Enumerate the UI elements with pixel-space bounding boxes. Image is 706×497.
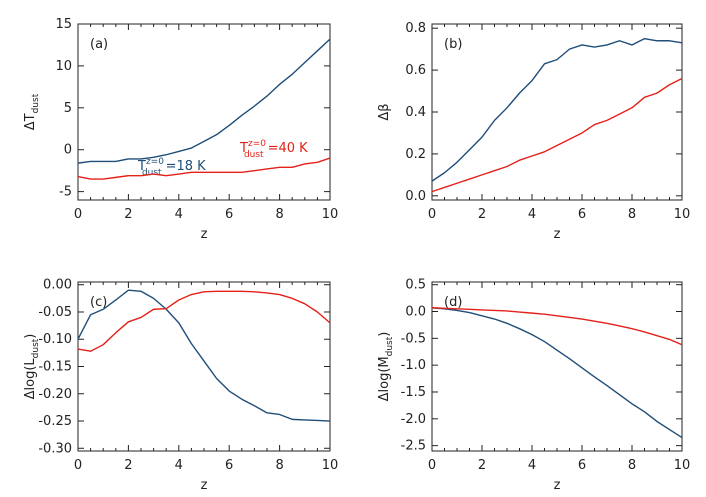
x-tick-label: 2 (124, 207, 132, 222)
plot-frame (77, 281, 331, 452)
x-tick-label: 10 (322, 458, 339, 473)
x-tick-label: 6 (225, 458, 233, 473)
x-tick-label: 2 (124, 458, 132, 473)
y-tick-label: 0.5 (405, 278, 426, 293)
x-tick-label: 8 (275, 207, 283, 222)
x-tick-label: 4 (528, 207, 536, 222)
y-axis-label: Δβ (377, 103, 392, 120)
series-annotation-blue: Tz=0 dust =18 K (137, 157, 206, 178)
panel-label: (c) (90, 295, 107, 310)
x-tick-label: 10 (674, 458, 691, 473)
y-tick-label: 0.4 (405, 105, 426, 120)
y-tick-label: -0.15 (38, 360, 72, 375)
y-tick-label: 5 (64, 101, 72, 116)
x-tick-label: 0 (428, 207, 436, 222)
y-tick-label: -1.0 (401, 358, 426, 373)
series-line-red (431, 307, 683, 346)
series-line-blue (77, 289, 331, 422)
y-tick-label: -1.5 (401, 385, 426, 400)
y-tick-label: 0.0 (405, 305, 426, 320)
y-tick-label: -0.05 (38, 305, 72, 320)
x-tick-label: 10 (322, 207, 339, 222)
x-tick-label: 6 (578, 458, 586, 473)
y-tick-label: -2.0 (401, 412, 426, 427)
panel-2: 0 2 4 6 8 10 0.0 0.2 0.4 0.6 0.8 z Δβ (b) (377, 21, 690, 242)
y-axis-label: ΔTdust (23, 93, 41, 130)
series-line-red (77, 290, 331, 352)
panel-label: (a) (90, 37, 108, 52)
y-tick-label: -2.5 (401, 439, 426, 454)
x-axis-label: z (201, 227, 208, 242)
y-axis-label: Δlog(Ldust) (23, 334, 41, 400)
series-line-blue (431, 307, 683, 439)
x-tick-label: 8 (628, 207, 636, 222)
x-tick-label: 6 (225, 207, 233, 222)
series-line-blue (431, 37, 683, 182)
y-tick-label: -0.30 (38, 441, 72, 456)
y-tick-label: 0.0 (405, 189, 426, 204)
x-tick-label: 2 (478, 458, 486, 473)
panel-label: (d) (444, 295, 462, 310)
x-tick-label: 2 (478, 207, 486, 222)
y-tick-label: 0.6 (405, 63, 426, 78)
x-tick-label: 0 (74, 458, 82, 473)
plot-frame (431, 23, 683, 201)
y-tick-label: -0.10 (38, 332, 72, 347)
y-tick-label: 0 (64, 143, 72, 158)
y-tick-label: -0.5 (401, 331, 426, 346)
panel-3: 0 2 4 6 8 10 0.00 -0.05 -0.10 -0.15 -0.20 -0.25 -0.3… (23, 278, 338, 493)
x-tick-label: 4 (175, 207, 183, 222)
y-tick-label: 0.8 (405, 21, 426, 36)
y-tick-label: 0.2 (405, 147, 426, 162)
y-tick-label: -5 (59, 185, 72, 200)
y-tick-label: -0.25 (38, 414, 72, 429)
x-axis-label: z (554, 227, 561, 242)
x-axis-label: z (201, 478, 208, 493)
series-line-red (77, 157, 331, 180)
plot-frame (431, 281, 683, 452)
x-tick-label: 10 (674, 207, 691, 222)
x-tick-label: 8 (628, 458, 636, 473)
series-line-red (431, 77, 683, 193)
y-axis-label: Δlog(Mdust) (377, 332, 395, 402)
y-tick-label: 10 (55, 59, 72, 74)
x-tick-label: 6 (578, 207, 586, 222)
x-tick-label: 4 (175, 458, 183, 473)
panel-4: 0 2 4 6 8 10 0.5 0.0 -0.5 -1.0 -1.5 -2.0 -2.5 z Δlog(M… (377, 278, 690, 493)
series-line-blue (77, 38, 331, 164)
y-tick-label: 0.00 (43, 278, 72, 293)
x-axis-label: z (554, 478, 561, 493)
x-tick-label: 0 (74, 207, 82, 222)
y-tick-label: -0.20 (38, 387, 72, 402)
x-tick-label: 0 (428, 458, 436, 473)
y-tick-label: 15 (55, 17, 72, 32)
series-annotation-red: Tz=0 dust =40 K (239, 139, 308, 160)
x-tick-label: 8 (275, 458, 283, 473)
x-tick-label: 4 (528, 458, 536, 473)
panel-label: (b) (444, 37, 462, 52)
